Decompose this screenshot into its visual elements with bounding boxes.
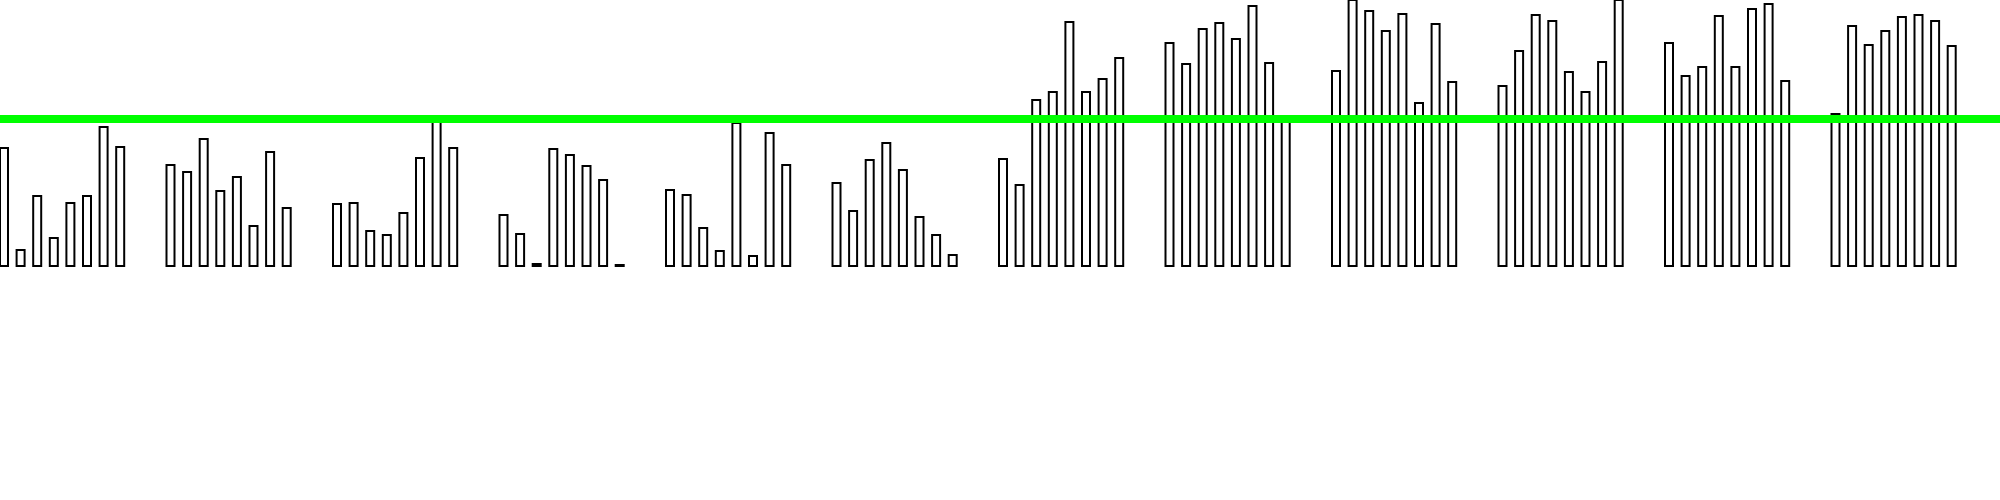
bar-g7-b4: [1047, 91, 1058, 267]
bar-g4-b1: [498, 214, 509, 267]
bar-g10-b1: [1497, 85, 1508, 267]
bar-g10-b8: [1613, 0, 1624, 267]
bar-g4-b4: [548, 148, 559, 267]
bar-g6-b8: [947, 254, 958, 267]
bar-g11-b8: [1780, 80, 1791, 267]
bar-g11-b2: [1680, 75, 1691, 267]
bar-g2-b3: [198, 138, 209, 267]
bar-g5-b2: [681, 194, 692, 267]
bar-g7-b8: [1114, 57, 1125, 267]
bar-g2-b1: [165, 164, 176, 267]
bar-g7-b5: [1064, 21, 1075, 267]
bar-g10-b4: [1547, 20, 1558, 267]
bar-g11-b6: [1747, 8, 1757, 267]
bars-layer: [0, 0, 1957, 267]
bar-g6-b7: [931, 234, 942, 267]
bar-g8-b8: [1280, 121, 1291, 267]
bar-g1-b1: [0, 147, 9, 267]
bar-g9-b6: [1414, 102, 1424, 267]
bar-g12-b3: [1863, 44, 1874, 267]
bar-g4-b3: [531, 263, 542, 267]
bar-g6-b4: [881, 142, 892, 267]
bar-g9-b5: [1397, 13, 1408, 267]
bar-g8-b7: [1264, 62, 1275, 267]
bar-g12-b1: [1830, 113, 1841, 267]
bar-g12-b4: [1880, 30, 1891, 267]
bar-g1-b6: [82, 195, 92, 267]
bar-g5-b7: [764, 132, 775, 267]
bar-g2-b8: [281, 207, 292, 267]
bar-g3-b3: [365, 230, 376, 267]
bar-g1-b8: [115, 146, 126, 267]
bar-g9-b7: [1430, 23, 1441, 267]
bar-g7-b3: [1031, 99, 1042, 267]
bar-g6-b1: [831, 182, 842, 267]
bar-g8-b4: [1214, 22, 1225, 267]
bar-g3-b6: [415, 157, 425, 267]
bar-g12-b5: [1896, 16, 1907, 267]
bar-g3-b1: [332, 203, 342, 267]
bar-g11-b3: [1697, 66, 1708, 267]
bar-g4-b6: [581, 165, 592, 267]
bar-g10-b2: [1514, 50, 1525, 267]
bar-g4-b7: [598, 179, 609, 267]
bar-g7-b6: [1081, 91, 1091, 267]
bar-g12-b6: [1913, 14, 1924, 267]
bar-g2-b7: [265, 151, 276, 267]
bar-g3-b2: [348, 202, 359, 267]
bar-g7-b7: [1097, 78, 1108, 267]
bar-g6-b2: [848, 210, 859, 267]
bar-g4-b2: [515, 233, 526, 267]
bar-g8-b2: [1181, 63, 1192, 267]
bar-g10-b7: [1597, 61, 1608, 267]
bar-g8-b5: [1230, 38, 1241, 267]
bar-g8-b1: [1164, 42, 1175, 267]
bar-g5-b3: [698, 227, 709, 267]
bar-g1-b4: [48, 237, 59, 267]
bar-g7-b2: [1014, 184, 1025, 267]
bar-g2-b2: [182, 171, 193, 267]
bar-g5-b5: [731, 122, 742, 267]
bar-g10-b5: [1563, 71, 1574, 267]
bar-g11-b1: [1664, 42, 1674, 267]
bar-g5-b8: [781, 164, 792, 267]
bar-g8-b3: [1197, 28, 1208, 267]
bar-g1-b7: [98, 126, 109, 267]
bar-g1-b3: [32, 195, 43, 267]
bar-g2-b5: [231, 176, 242, 267]
bar-g9-b3: [1364, 10, 1375, 267]
bar-g2-b4: [215, 190, 226, 267]
bar-g6-b6: [914, 216, 925, 267]
bar-g9-b4: [1380, 30, 1391, 267]
bar-g5-b1: [665, 189, 675, 267]
bar-g7-b1: [998, 158, 1008, 267]
bar-g3-b4: [381, 234, 392, 267]
bar-g9-b1: [1331, 70, 1341, 267]
bar-g3-b5: [398, 212, 409, 267]
bar-g11-b5: [1730, 66, 1741, 267]
bar-g5-b6: [748, 255, 758, 267]
bar-g5-b4: [714, 250, 725, 267]
bar-g12-b2: [1847, 25, 1858, 267]
bar-g2-b6: [248, 225, 259, 267]
bar-g12-b7: [1930, 20, 1941, 267]
bar-g4-b8: [614, 264, 625, 267]
bar-g12-b8: [1946, 45, 1957, 267]
bar-g6-b3: [864, 159, 875, 267]
bar-g8-b6: [1247, 5, 1258, 267]
bar-g1-b2: [15, 249, 26, 267]
bar-g10-b6: [1580, 91, 1591, 267]
bar-g9-b8: [1447, 81, 1458, 267]
bar-g1-b5: [65, 202, 76, 267]
bar-g3-b7: [431, 121, 442, 267]
bar-g11-b4: [1713, 15, 1724, 267]
bar-g6-b5: [897, 169, 908, 267]
bar-g10-b3: [1530, 14, 1541, 267]
bar-g9-b2: [1347, 0, 1358, 267]
bar-g4-b5: [564, 154, 575, 267]
bar-g11-b7: [1763, 3, 1774, 267]
bar-g3-b8: [448, 147, 459, 267]
